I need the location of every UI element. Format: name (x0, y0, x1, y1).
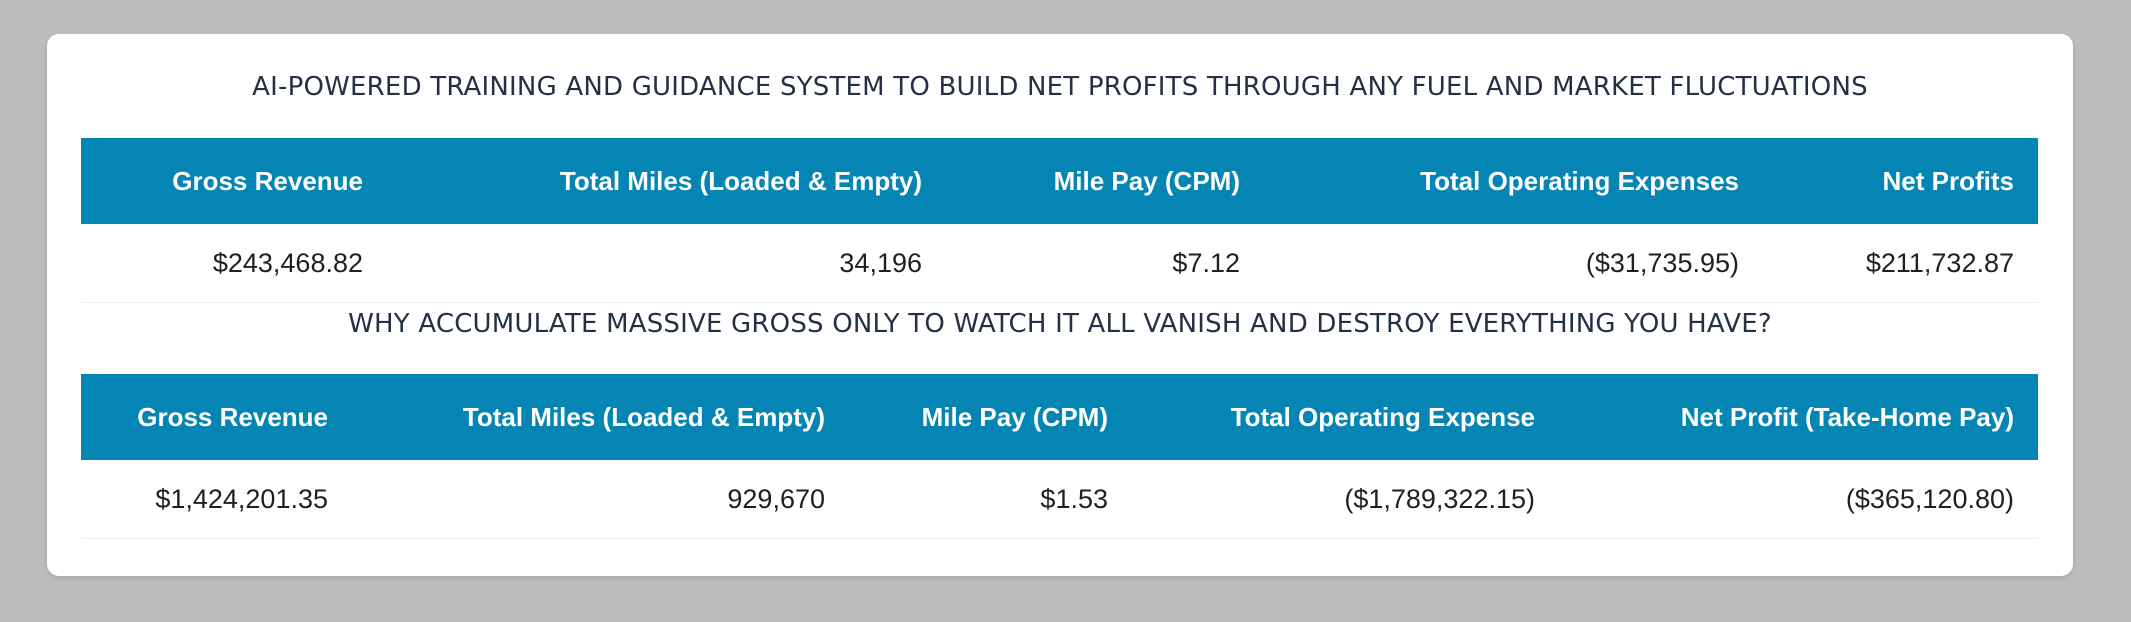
cell-mile-pay: $7.12 (946, 224, 1264, 303)
column-header-mile-pay: Mile Pay (CPM) (849, 374, 1132, 460)
table-row: $243,468.82 34,196 $7.12 ($31,735.95) $2… (81, 224, 2038, 303)
cell-total-miles: 34,196 (387, 224, 946, 303)
cell-operating-expenses: ($31,735.95) (1264, 224, 1763, 303)
headline-primary: AI-POWERED TRAINING AND GUIDANCE SYSTEM … (252, 72, 1868, 102)
column-header-net-profits: Net Profits (1763, 138, 2038, 224)
cell-gross-revenue: $1,424,201.35 (81, 460, 352, 539)
cell-net-profits: $211,732.87 (1763, 224, 2038, 303)
content-card: AI-POWERED TRAINING AND GUIDANCE SYSTEM … (47, 34, 2073, 576)
column-header-operating-expense: Total Operating Expense (1132, 374, 1559, 460)
profit-table-primary: Gross Revenue Total Miles (Loaded & Empt… (81, 138, 2038, 303)
cell-net-profit: ($365,120.80) (1559, 460, 2038, 539)
column-header-mile-pay: Mile Pay (CPM) (946, 138, 1264, 224)
headline-secondary: WHY ACCUMULATE MASSIVE GROSS ONLY TO WAT… (348, 309, 1772, 339)
cell-operating-expense: ($1,789,322.15) (1132, 460, 1559, 539)
column-header-total-miles: Total Miles (Loaded & Empty) (352, 374, 849, 460)
column-header-operating-expenses: Total Operating Expenses (1264, 138, 1763, 224)
cell-total-miles: 929,670 (352, 460, 849, 539)
table-row: $1,424,201.35 929,670 $1.53 ($1,789,322.… (81, 460, 2038, 539)
profit-table-secondary: Gross Revenue Total Miles (Loaded & Empt… (81, 374, 2038, 539)
column-header-gross-revenue: Gross Revenue (81, 138, 387, 224)
table-header-row: Gross Revenue Total Miles (Loaded & Empt… (81, 374, 2038, 460)
column-header-gross-revenue: Gross Revenue (81, 374, 352, 460)
cell-gross-revenue: $243,468.82 (81, 224, 387, 303)
cell-mile-pay: $1.53 (849, 460, 1132, 539)
column-header-total-miles: Total Miles (Loaded & Empty) (387, 138, 946, 224)
column-header-net-profit: Net Profit (Take-Home Pay) (1559, 374, 2038, 460)
table-header-row: Gross Revenue Total Miles (Loaded & Empt… (81, 138, 2038, 224)
